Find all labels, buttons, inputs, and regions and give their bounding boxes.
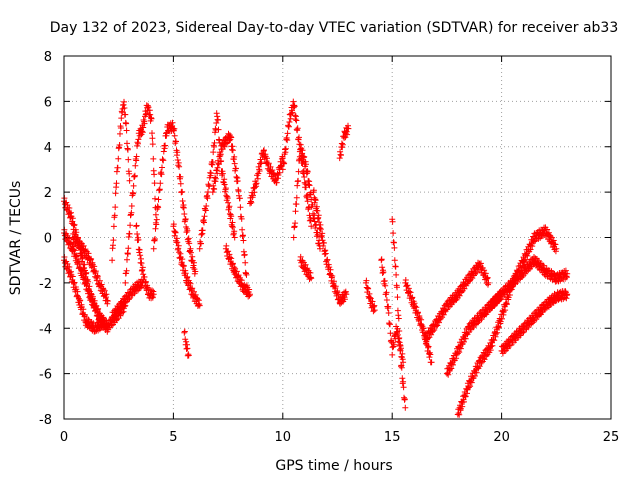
x-tick-label: 0 — [60, 430, 68, 445]
y-tick-label: -2 — [39, 277, 52, 292]
series-arc13 — [209, 130, 251, 298]
series-arc21 — [362, 277, 378, 315]
plus-markers — [389, 216, 409, 411]
y-axis-label: SDTVAR / TECUs — [8, 181, 24, 296]
plus-markers — [362, 277, 378, 315]
plus-markers — [109, 98, 133, 264]
y-tick-label: 8 — [44, 50, 52, 65]
x-tick-label: 15 — [384, 430, 401, 445]
plus-markers — [170, 221, 203, 309]
series-arc27 — [454, 224, 560, 418]
y-tick-label: 4 — [44, 141, 52, 156]
series-arc29 — [498, 288, 571, 357]
series-arc28 — [487, 254, 571, 311]
y-tick-labels: -8 -6 -4 -2 0 2 4 6 8 — [39, 50, 52, 428]
series-arc20 — [297, 253, 315, 283]
plus-markers — [61, 195, 111, 335]
x-tick-label: 5 — [169, 430, 177, 445]
series-arc1 — [61, 195, 111, 335]
y-tick-label: 0 — [44, 232, 52, 247]
y-tick-label: -8 — [39, 413, 52, 428]
series-arc5 — [109, 98, 133, 264]
plus-markers — [150, 119, 199, 277]
series-arc16 — [279, 98, 315, 230]
series-arc25 — [422, 259, 492, 345]
y-tick-label: -6 — [39, 368, 52, 383]
plus-markers — [422, 259, 492, 345]
plus-markers — [498, 288, 571, 357]
series-arc4 — [69, 230, 111, 307]
x-tick-label: 20 — [493, 430, 510, 445]
plus-markers — [196, 110, 238, 252]
series-arc6 — [109, 276, 146, 322]
grid-lines — [64, 56, 611, 419]
series-arc15 — [247, 147, 286, 207]
plus-markers — [109, 276, 146, 322]
plus-markers — [297, 253, 315, 283]
plus-markers — [247, 147, 286, 207]
series-arc14 — [222, 242, 253, 300]
chart-title: Day 132 of 2023, Sidereal Day-to-day VTE… — [50, 20, 619, 36]
y-tick-label: 6 — [44, 95, 52, 110]
plus-markers — [209, 130, 251, 298]
x-axis-label: GPS time / hours — [275, 458, 392, 474]
x-tick-label: 25 — [603, 430, 620, 445]
series-arc19 — [336, 122, 352, 162]
x-tick-labels: 0 5 10 15 20 25 — [60, 430, 619, 445]
series-arc24 — [402, 277, 435, 366]
series-arc8 — [133, 222, 157, 302]
data-points — [61, 98, 571, 418]
series-arc10 — [170, 221, 203, 309]
x-tick-label: 10 — [275, 430, 292, 445]
plus-markers — [69, 230, 111, 307]
plus-markers — [487, 254, 571, 311]
series-arc7 — [122, 102, 159, 286]
plus-markers — [290, 141, 323, 252]
plot-frame — [63, 55, 612, 420]
plus-markers — [336, 122, 352, 162]
plus-markers — [402, 277, 435, 366]
plus-markers — [279, 98, 315, 230]
plus-markers — [133, 222, 157, 302]
y-tick-label: 2 — [44, 186, 52, 201]
series-arc11 — [181, 328, 192, 359]
plus-markers — [122, 102, 159, 286]
plus-markers — [454, 224, 560, 418]
plus-markers — [222, 242, 253, 300]
series-arc12 — [196, 110, 238, 252]
plus-markers — [181, 328, 192, 359]
series-arc23 — [389, 216, 409, 411]
series-arc9 — [150, 119, 199, 277]
plus-markers — [310, 187, 350, 307]
y-tick-label: -4 — [39, 322, 52, 337]
series-arc17 — [290, 141, 323, 252]
series-arc18 — [310, 187, 350, 307]
